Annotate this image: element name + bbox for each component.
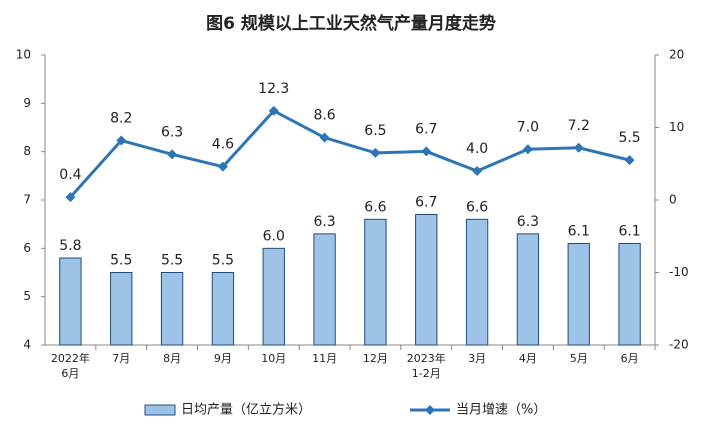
y2-tick-label: -10 <box>669 265 689 279</box>
y2-tick-label: -20 <box>669 338 689 352</box>
line-marker <box>65 192 76 203</box>
line-value-label: 0.4 <box>59 167 81 183</box>
legend-label: 日均产量（亿立方米） <box>181 402 311 418</box>
x-tick-label: 3月 <box>468 352 486 365</box>
line-value-label: 7.0 <box>517 119 539 135</box>
bar-value-label: 6.0 <box>263 228 285 244</box>
line-value-label: 4.6 <box>212 137 234 153</box>
y2-tick-label: 0 <box>669 193 677 207</box>
line-marker <box>319 132 330 143</box>
line-marker <box>624 155 635 166</box>
line-value-label: 8.2 <box>110 111 132 127</box>
y-tick-label: 4 <box>23 338 31 352</box>
bar <box>59 257 82 346</box>
x-tick-label: 6月 <box>621 352 639 365</box>
bar <box>313 233 336 346</box>
bar-value-label: 6.6 <box>466 199 488 215</box>
x-tick-label: 7月 <box>112 352 130 365</box>
bar-value-label: 6.3 <box>517 214 539 230</box>
line <box>69 108 630 199</box>
bar-value-label: 5.5 <box>161 253 183 269</box>
y-tick-label: 6 <box>23 241 31 255</box>
x-tick-label: 12月 <box>363 352 388 365</box>
bar <box>160 272 184 346</box>
y-tick-label: 7 <box>23 193 31 207</box>
line-value-label: 7.2 <box>568 118 590 134</box>
line-marker <box>522 144 533 155</box>
line-marker <box>167 149 178 160</box>
line-marker <box>268 105 279 116</box>
line-value-label: 6.5 <box>364 123 386 139</box>
bar-value-label: 5.5 <box>212 253 234 269</box>
x-tick-label: 9月 <box>214 352 232 365</box>
bar <box>110 272 133 346</box>
bar-value-label: 6.7 <box>415 195 437 211</box>
bar <box>415 214 438 346</box>
x-tick-label: 4月 <box>519 352 537 365</box>
bar-value-label: 6.6 <box>364 199 386 215</box>
line-marker <box>116 135 127 146</box>
bar-value-label: 6.3 <box>313 214 335 230</box>
line-marker <box>370 147 381 158</box>
legend-swatch <box>144 404 176 416</box>
chart-title: 图6 规模以上工业天然气产量月度走势 <box>206 13 496 34</box>
bar <box>364 218 387 346</box>
legend-label: 当月增速（%） <box>456 403 546 418</box>
line-value-label: 4.0 <box>466 141 488 157</box>
line-value-label: 12.3 <box>258 81 289 97</box>
x-tick-label: 10月 <box>261 352 286 365</box>
x-tick-label: 11月 <box>312 352 337 365</box>
bar <box>262 247 285 346</box>
x-tick-label: 5月 <box>570 352 588 365</box>
line-marker <box>421 146 432 157</box>
bar <box>516 233 540 346</box>
bar-value-label: 6.1 <box>618 224 640 240</box>
y-tick-label: 5 <box>23 289 31 303</box>
bar <box>618 243 641 346</box>
legend-marker <box>425 405 435 415</box>
line-value-label: 8.6 <box>313 108 335 124</box>
line-marker <box>217 161 228 172</box>
x-tick-label: 2022年 6月 <box>51 351 90 380</box>
bar-value-label: 5.5 <box>110 253 132 269</box>
y-tick-label: 8 <box>23 144 31 158</box>
bar-value-label: 5.8 <box>59 238 81 254</box>
bar-value-label: 6.1 <box>568 224 590 240</box>
x-tick-label: 8月 <box>163 352 181 365</box>
x-tick-label: 2023年 1-2月 <box>407 351 446 380</box>
y2-tick-label: 10 <box>669 120 684 134</box>
line-marker <box>573 142 584 153</box>
line-value-label: 6.3 <box>161 124 183 140</box>
line-value-label: 6.7 <box>415 121 437 137</box>
y-tick-label: 9 <box>23 96 31 110</box>
line-marker <box>472 166 483 176</box>
bar <box>567 243 590 346</box>
y2-tick-label: 20 <box>669 48 684 62</box>
y-tick-label: 10 <box>16 48 31 62</box>
bar <box>211 272 235 346</box>
bar <box>465 218 489 346</box>
line-value-label: 5.5 <box>618 130 640 146</box>
